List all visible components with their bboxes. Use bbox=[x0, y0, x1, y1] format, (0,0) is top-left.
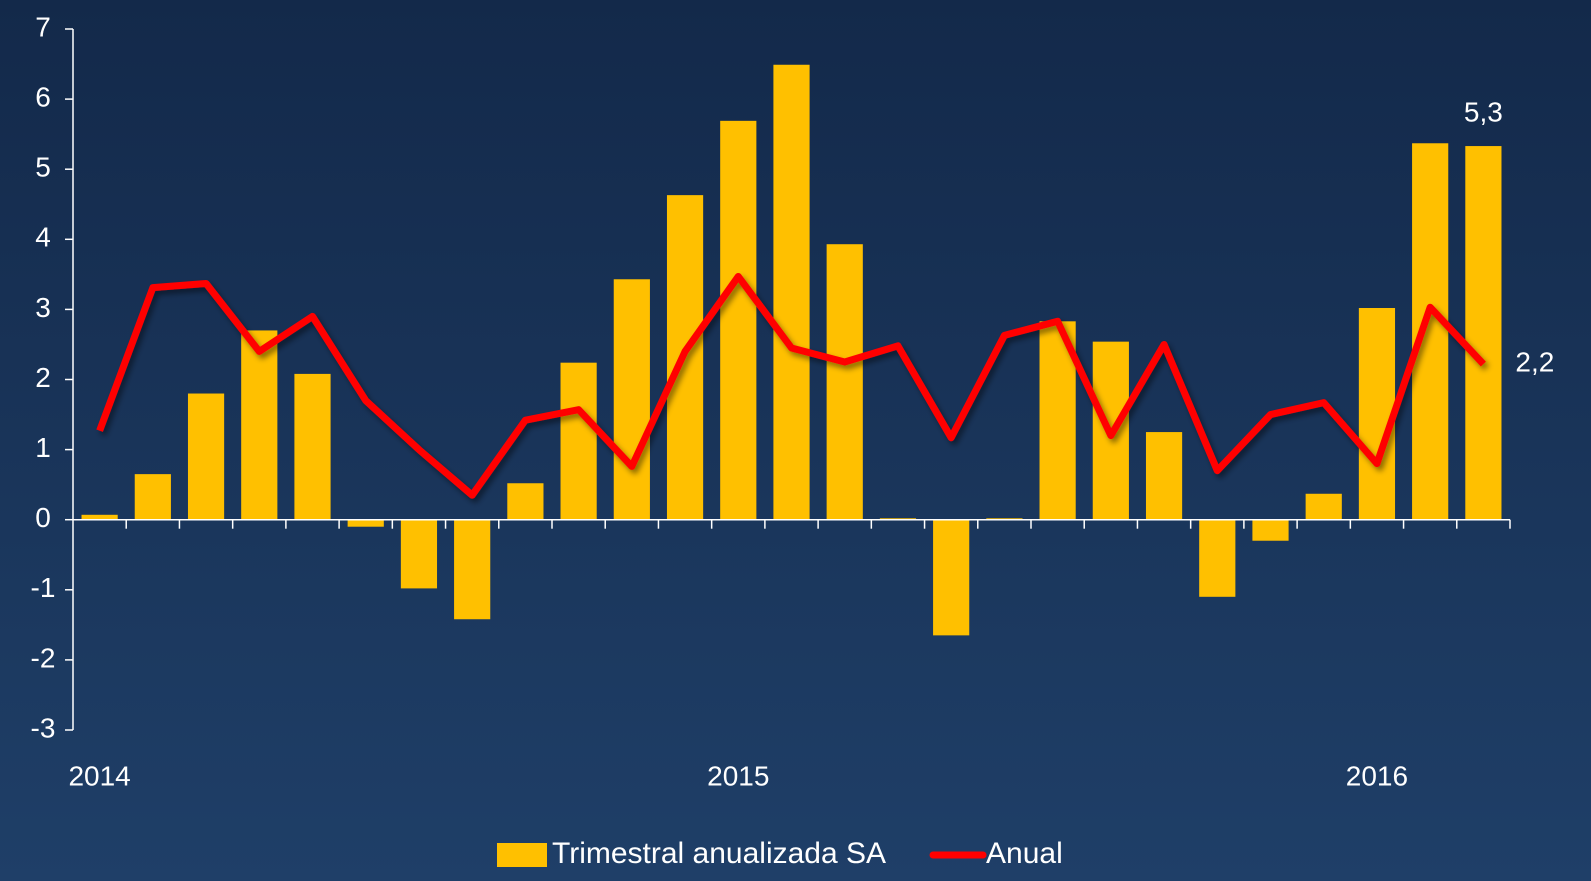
bar bbox=[1145, 432, 1183, 520]
bar bbox=[347, 519, 384, 527]
legend-swatch bbox=[497, 843, 547, 867]
bar bbox=[400, 519, 438, 589]
bar bbox=[1465, 146, 1502, 520]
x-tick-label: 2016 bbox=[1346, 760, 1408, 791]
y-tick-label: 7 bbox=[35, 11, 51, 42]
y-tick-label: 4 bbox=[35, 222, 51, 253]
bar bbox=[933, 519, 970, 636]
bar bbox=[241, 330, 278, 520]
y-tick-label: 5 bbox=[35, 152, 51, 183]
bar bbox=[1358, 307, 1396, 520]
bar bbox=[560, 362, 597, 520]
x-tick-label: 2014 bbox=[68, 760, 130, 791]
bar bbox=[81, 514, 118, 520]
legend-label: Trimestral anualizada SA bbox=[552, 837, 886, 870]
bar bbox=[1252, 519, 1289, 541]
y-tick-label: -1 bbox=[31, 572, 56, 603]
bar bbox=[720, 120, 757, 520]
bar bbox=[1199, 519, 1236, 597]
bar bbox=[507, 483, 544, 520]
bar bbox=[454, 519, 491, 620]
bar bbox=[826, 244, 863, 520]
bar bbox=[773, 64, 810, 520]
x-tick-label: 2015 bbox=[707, 760, 769, 791]
y-tick-label: 6 bbox=[35, 81, 51, 112]
y-tick-label: 2 bbox=[35, 362, 51, 393]
bar bbox=[134, 474, 171, 520]
y-tick-label: 0 bbox=[35, 502, 51, 533]
y-tick-label: -3 bbox=[31, 712, 56, 743]
bar bbox=[613, 279, 650, 520]
line bbox=[96, 272, 1486, 499]
y-tick-label: -2 bbox=[31, 642, 56, 673]
bar bbox=[1412, 143, 1449, 520]
data-label: 2,2 bbox=[1515, 346, 1554, 377]
bar bbox=[1305, 493, 1342, 520]
legend-label: Anual bbox=[986, 837, 1063, 870]
bar bbox=[187, 393, 225, 520]
y-tick-label: 1 bbox=[35, 432, 51, 463]
data-label: 5,3 bbox=[1464, 96, 1503, 127]
y-tick-label: 3 bbox=[35, 292, 51, 323]
bar bbox=[294, 373, 331, 520]
